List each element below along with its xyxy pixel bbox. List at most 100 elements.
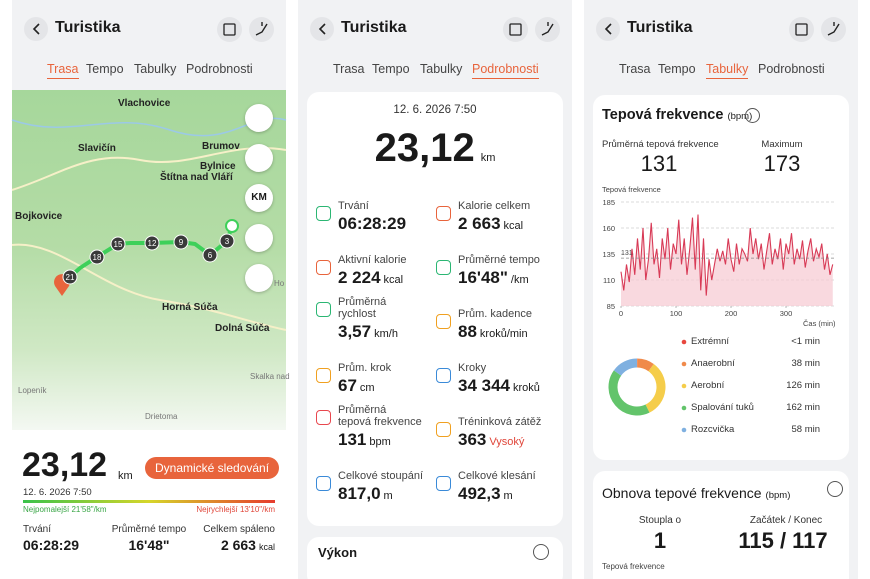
stat-label: Trvání [23, 524, 51, 535]
fastest: Nejrychlejší 13'10"/km [196, 505, 275, 514]
donut-segment [636, 358, 654, 372]
info-icon[interactable] [827, 481, 843, 497]
map-road [11, 243, 287, 331]
tab[interactable]: Trasa [47, 62, 79, 79]
dynamic-button[interactable]: Dynamické sledování [145, 457, 280, 479]
recovery-card [593, 471, 849, 579]
item-icon [316, 410, 331, 425]
detail-item: Aktivní kalorie 2 224 kcal [338, 254, 406, 288]
legend-dot [681, 339, 687, 345]
edit-button[interactable] [789, 17, 814, 42]
tab[interactable]: Trasa [619, 62, 651, 76]
rose-value: 1 [653, 528, 667, 553]
legend-dot [681, 405, 687, 411]
item-value-row: 2 224 kcal [338, 268, 406, 288]
donut-segment [613, 358, 638, 376]
stat-value: 06:28:29 [23, 537, 79, 553]
item-unit: m [383, 490, 393, 502]
header-title[interactable]: Turistika [627, 19, 693, 36]
back-icon [32, 23, 40, 35]
y-tick-label: 185 [602, 198, 615, 207]
route-icon [827, 22, 840, 36]
back-button[interactable] [596, 17, 620, 41]
tab[interactable]: Tempo [372, 62, 410, 76]
edit-button[interactable] [217, 17, 242, 42]
km-marker [173, 234, 189, 250]
detail-item: Průměrná tepová frekvence 131 bpm [338, 404, 422, 450]
tab[interactable]: Podrobnosti [186, 62, 253, 76]
item-value: 2 663 [458, 214, 501, 233]
km-marker-label: 6 [208, 251, 213, 260]
item-unit: cm [359, 382, 375, 394]
performance-card [307, 537, 563, 579]
tab[interactable]: Tabulky [420, 62, 463, 76]
map-label: Dolná Súča [215, 323, 270, 334]
reference-label: 131 [621, 250, 633, 257]
tab[interactable]: Podrobnosti [758, 62, 825, 76]
y-tick-label: 135 [602, 250, 615, 259]
item-label: Celkové klesání [458, 470, 536, 482]
route-start [225, 219, 239, 233]
recovery-title: Obnova tepové frekvence (bpm) [602, 485, 790, 503]
map [12, 90, 286, 435]
map-button[interactable] [245, 144, 273, 172]
tab[interactable]: Trasa [333, 62, 365, 76]
item-value: 817,0 [338, 484, 381, 503]
detail-item: Prům. krok 67 cm [338, 362, 391, 396]
tab[interactable]: Tabulky [134, 62, 177, 76]
tab[interactable]: Tabulky [706, 62, 749, 79]
y-tick-label: 160 [602, 224, 615, 233]
km-marker [144, 235, 160, 251]
item-value-row: 88 kroků/min [458, 322, 532, 342]
y-axis-label: Tepová frekvence [602, 185, 661, 194]
item-value: 363 [458, 430, 487, 449]
legend-dot [681, 361, 687, 367]
km-marker-label: 21 [66, 273, 75, 282]
detail-item: Celkové stoupání 817,0 m [338, 470, 423, 504]
route-icon [255, 22, 268, 36]
tab[interactable]: Podrobnosti [472, 62, 539, 79]
item-unit: bpm [369, 436, 391, 448]
info-icon[interactable] [533, 544, 549, 560]
item-label: Průměrná tepová frekvence [338, 404, 422, 428]
legend-dot [681, 427, 687, 433]
map-label: Vlachovice [118, 98, 171, 109]
edit-button[interactable] [503, 17, 528, 42]
tab[interactable]: Tempo [658, 62, 696, 76]
hr-line [620, 214, 834, 296]
info-icon[interactable] [745, 108, 760, 123]
avg-label: Průměrná tepová frekvence [602, 139, 719, 150]
header-title[interactable]: Turistika [341, 19, 407, 36]
recovery-title-unit: (bpm) [765, 490, 791, 501]
back-button[interactable] [310, 17, 334, 41]
item-unit: kroků [513, 382, 540, 394]
item-value: 16'48" [458, 268, 508, 287]
donut-segment [645, 363, 666, 413]
route-button[interactable] [535, 17, 560, 42]
details-distance-value: 23,12 [374, 126, 475, 170]
item-icon [436, 314, 451, 329]
header-title[interactable]: Turistika [55, 19, 121, 36]
stat-unit: kcal [258, 542, 275, 552]
hr-title: Tepová frekvence (bpm) [602, 106, 752, 124]
legend-value: 38 min [791, 358, 820, 369]
legend-value: 162 min [786, 402, 820, 413]
item-unit: kcal [503, 220, 524, 232]
map-label: Bylnice [200, 161, 236, 172]
route-button[interactable] [821, 17, 846, 42]
back-button[interactable] [24, 17, 48, 41]
map-button[interactable] [245, 224, 273, 252]
item-value-row: 817,0 m [338, 484, 423, 504]
tab[interactable]: Tempo [86, 62, 124, 76]
map-button[interactable]: KM [245, 184, 273, 212]
stat-value: 2 663 kcal [221, 537, 275, 553]
item-value: 67 [338, 376, 357, 395]
map-button[interactable] [245, 264, 273, 292]
item-label: Prům. krok [338, 362, 392, 374]
route-button[interactable] [249, 17, 274, 42]
y-tick-label: 110 [603, 276, 615, 285]
map-label: Ho [274, 279, 285, 288]
km-marker-label: 3 [225, 237, 230, 246]
map-button[interactable] [245, 104, 273, 132]
legend-label: Spalování tuků [691, 402, 754, 413]
